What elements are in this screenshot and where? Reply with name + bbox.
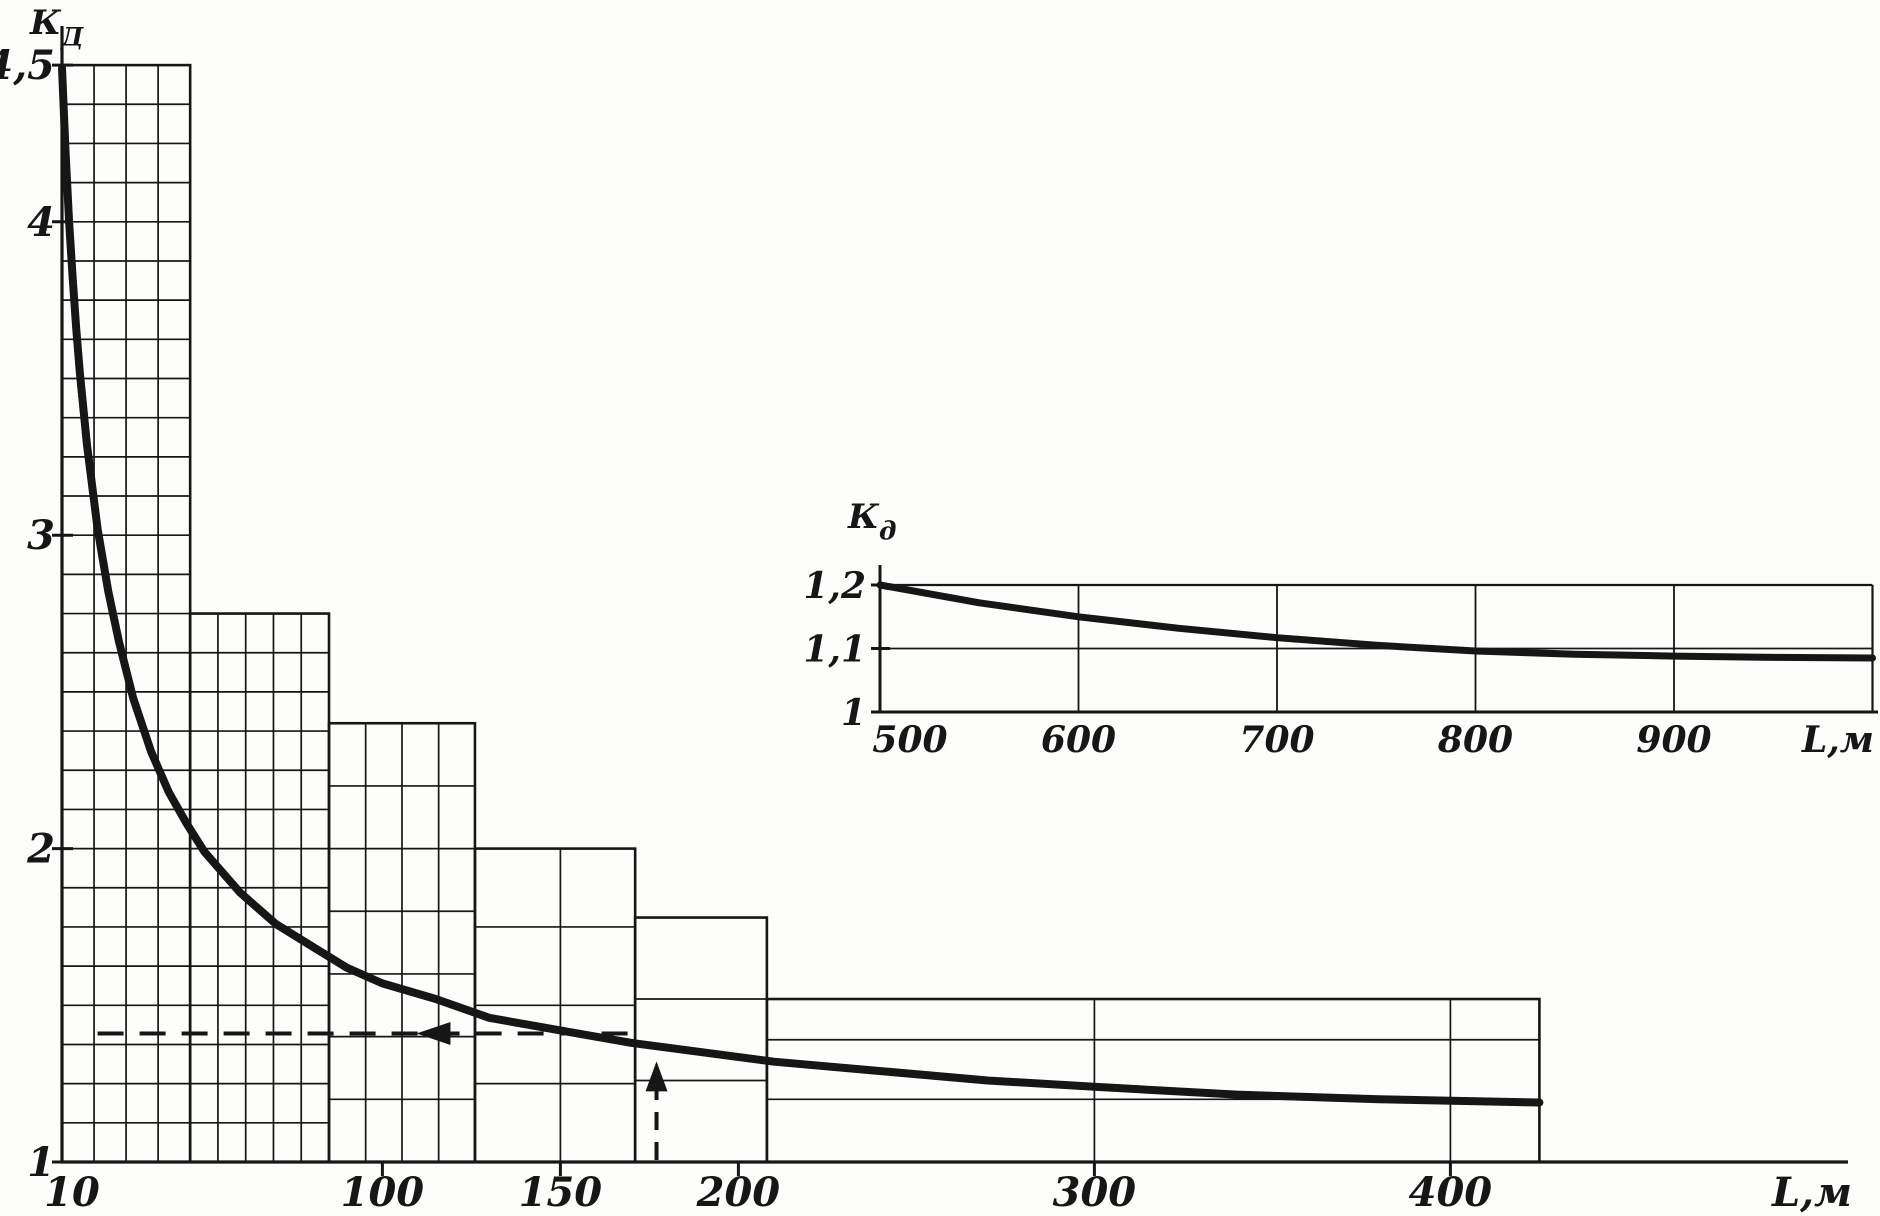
main-x-axis-title: L,м [1771, 1169, 1852, 1216]
inset-x-tick-label: 500 [872, 719, 947, 761]
main-y-axis-title: КД [29, 3, 84, 52]
main-y-tick-label: 4,5 [0, 42, 55, 89]
inset-x-tick-label: 900 [1636, 719, 1711, 761]
up-arrowhead [645, 1061, 668, 1092]
main-x-tick-label: 10 [44, 1169, 100, 1216]
main-y-tick-label: 1 [27, 1139, 55, 1186]
main-x-tick-label: 100 [341, 1169, 425, 1216]
inset-y-tick-label: 1,2 [803, 565, 866, 607]
main-x-tick-label: 150 [519, 1169, 603, 1216]
main-curve [58, 64, 1544, 1107]
inset-y-tick-label: 1 [841, 692, 866, 734]
inset-y-axis-title: Кд [847, 497, 896, 546]
left-arrowhead [416, 1022, 451, 1046]
main-y-tick-label: 3 [27, 512, 55, 559]
main-x-tick-label: 300 [1053, 1169, 1137, 1216]
inset-x-tick-label: 600 [1041, 719, 1116, 761]
inset-y-tick-label: 1,1 [803, 629, 866, 671]
main-x-tick-label: 200 [696, 1169, 781, 1216]
main-x-tick-label: 400 [1409, 1169, 1493, 1216]
inset-x-tick-label: 700 [1239, 719, 1314, 761]
inset-x-tick-label: 800 [1437, 719, 1513, 761]
main-y-tick-label: 4 [27, 199, 55, 246]
main-y-tick-label: 2 [26, 826, 55, 873]
inset-x-axis-title: L,м [1801, 719, 1874, 761]
grid-block-outline-5 [765, 997, 1541, 1164]
inset-curve [876, 581, 1876, 662]
